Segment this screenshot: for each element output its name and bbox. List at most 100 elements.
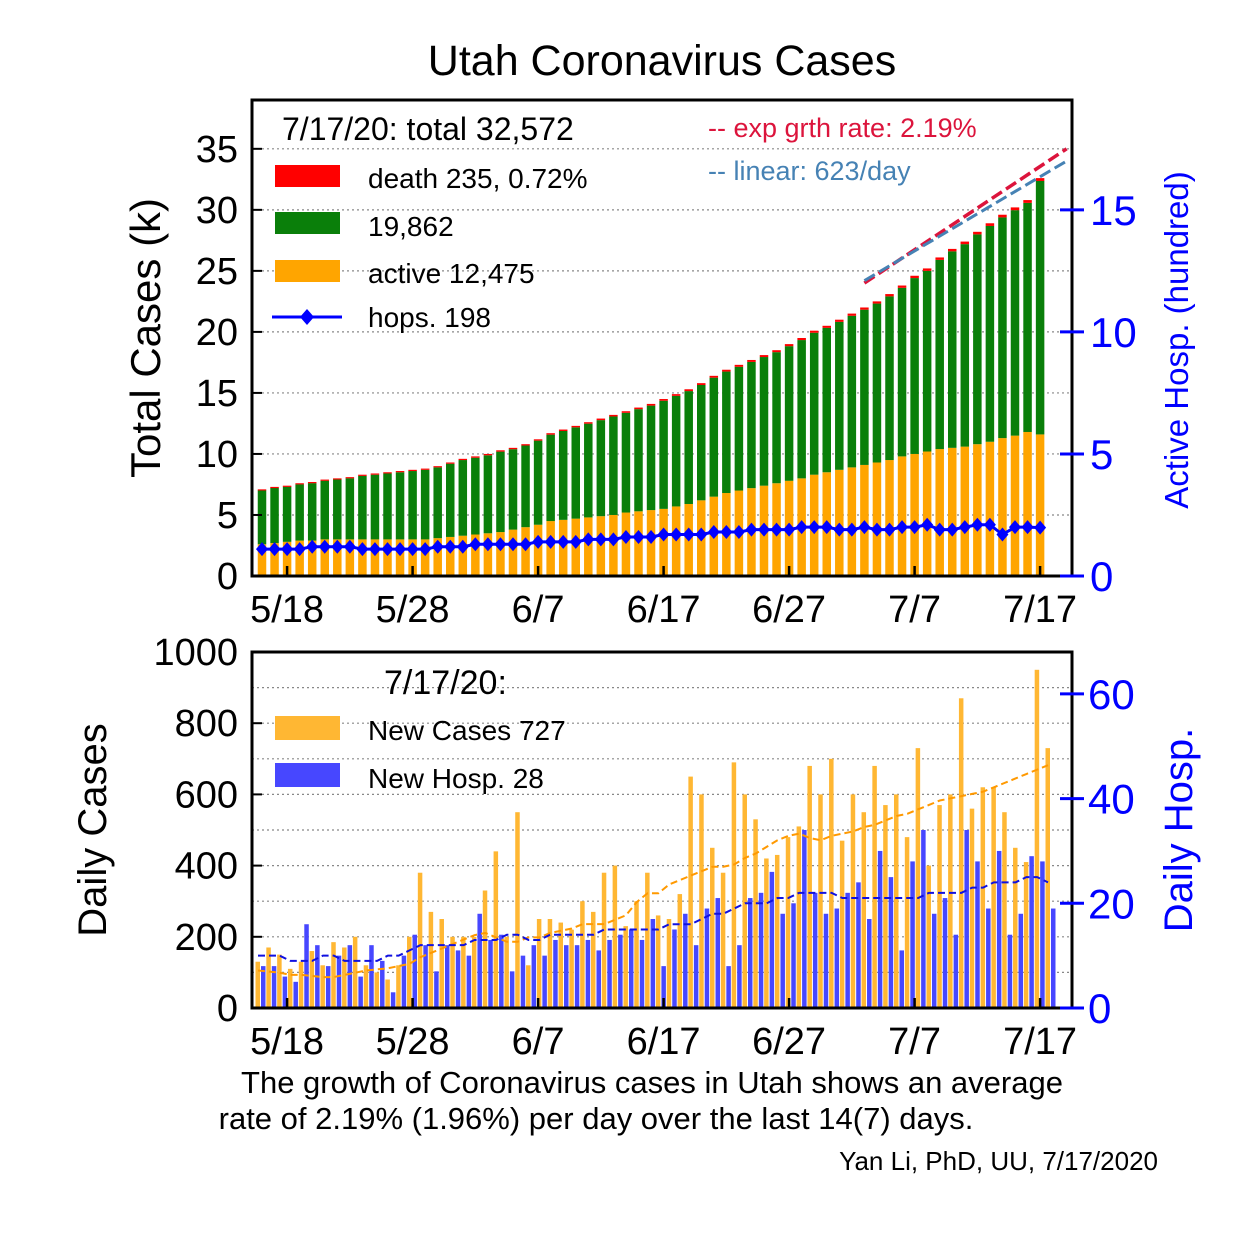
- chart-title: Utah Coronavirus Cases: [428, 37, 896, 85]
- death-bar: [985, 223, 995, 226]
- recovered-bar: [709, 377, 719, 497]
- hosp-point: [431, 539, 444, 554]
- new-hosp-bar: [1007, 934, 1013, 1008]
- bottom-y-axis-label: Daily Cases: [71, 723, 115, 936]
- legend-active-swatch: [275, 260, 340, 282]
- hosp-point: [406, 542, 419, 557]
- active-bar: [307, 540, 317, 576]
- active-bar: [621, 512, 631, 576]
- recovered-bar: [822, 327, 831, 473]
- hosp-point: [456, 539, 469, 554]
- new-hosp-bar: [737, 945, 742, 1008]
- hosp-point: [306, 539, 319, 554]
- new-cases-bar: [818, 794, 823, 1008]
- death-bar: [458, 458, 468, 461]
- hosp-point: [707, 525, 720, 540]
- hosp-point: [632, 529, 645, 544]
- new-cases-bar: [677, 894, 683, 1008]
- death-bar: [822, 325, 831, 328]
- hosp-point: [444, 539, 457, 554]
- new-hosp-bar: [347, 945, 353, 1008]
- death-bar: [333, 478, 342, 480]
- hosp-point: [971, 517, 984, 532]
- recovered-bar: [295, 484, 304, 541]
- active-bar: [885, 460, 894, 576]
- top-x-tick-label: 6/7: [512, 589, 565, 631]
- new-cases-bar: [774, 854, 780, 1008]
- active-bar: [358, 539, 367, 576]
- hosp-point: [958, 520, 971, 535]
- new-hosp-bar: [704, 908, 710, 1008]
- new-cases-bar: [710, 847, 715, 1008]
- hosp-point: [318, 539, 331, 554]
- new-hosp-bar: [823, 913, 829, 1008]
- caption-line-2: rate of 2.19% (1.96%) per day over the l…: [219, 1101, 974, 1136]
- hosp-point: [1009, 520, 1021, 535]
- new-hosp-bar: [336, 955, 342, 1008]
- new-hosp-bar: [986, 908, 991, 1008]
- new-cases-bar: [948, 794, 953, 1008]
- hosp-point: [670, 527, 683, 542]
- death-bar: [358, 474, 367, 476]
- new-cases-bar: [439, 919, 444, 1008]
- hosp-point: [619, 529, 632, 544]
- death-bar: [433, 466, 442, 468]
- new-cases-bar: [634, 901, 639, 1008]
- new-cases-bar: [872, 765, 877, 1008]
- new-cases-bar: [937, 805, 942, 1008]
- new-cases-bar: [742, 794, 747, 1008]
- death-bar: [257, 489, 267, 491]
- new-cases-bar: [471, 936, 477, 1008]
- new-hosp-bar: [747, 898, 753, 1008]
- new-cases-bar: [504, 936, 509, 1008]
- recovered-bar: [621, 412, 631, 513]
- new-hosp-bar: [867, 919, 872, 1008]
- new-cases-bar: [450, 936, 455, 1008]
- hosp-point: [896, 520, 909, 535]
- death-bar: [521, 444, 530, 446]
- top-y-tick-label: 15: [196, 373, 238, 415]
- new-cases-bar: [807, 765, 812, 1008]
- new-hosp-bar: [531, 945, 537, 1008]
- top-x-tick-label: 6/27: [752, 589, 826, 631]
- bottom-y-tick-label: 1000: [153, 632, 238, 674]
- hosp-point: [356, 542, 369, 557]
- recovered-bar: [1023, 202, 1032, 432]
- death-bar: [408, 469, 417, 472]
- death-bar: [307, 482, 317, 484]
- hosp-point: [946, 522, 959, 537]
- new-hosp-bar: [618, 934, 623, 1008]
- hosp-point: [594, 532, 607, 547]
- recovered-bar: [446, 463, 455, 537]
- hosp-point: [783, 522, 796, 537]
- new-cases-bar: [580, 901, 585, 1008]
- active-bar: [935, 449, 944, 576]
- death-bar: [922, 268, 932, 271]
- active-bar: [345, 539, 355, 576]
- hosp-point: [281, 542, 294, 557]
- death-bar: [784, 344, 794, 347]
- active-bar: [433, 538, 442, 576]
- hosp-point: [557, 534, 570, 549]
- new-cases-bar: [1023, 862, 1029, 1008]
- bottom-x-tick-label: 6/7: [512, 1021, 565, 1063]
- recovered-bar: [433, 467, 442, 539]
- new-hosp-bar: [542, 955, 547, 1008]
- top-x-tick-label: 7/17: [1003, 589, 1077, 631]
- death-bar: [809, 330, 819, 333]
- hosp-point: [758, 522, 770, 537]
- new-hosp-bar: [358, 976, 363, 1008]
- new-cases-bar: [958, 698, 964, 1008]
- recovered-bar: [282, 486, 292, 542]
- death-bar: [370, 473, 380, 475]
- bottom-y2-axis-label: Daily Hosp.: [1157, 728, 1201, 933]
- active-bar: [872, 462, 882, 576]
- recovered-bar: [584, 423, 593, 518]
- hosp-point: [544, 534, 557, 549]
- legend-hosp-marker: [300, 309, 314, 325]
- new-hosp-bar: [639, 939, 645, 1008]
- legend-death-swatch: [275, 165, 340, 187]
- new-hosp-bar: [369, 945, 374, 1008]
- new-cases-bar: [255, 961, 260, 1008]
- hosp-point: [645, 529, 658, 544]
